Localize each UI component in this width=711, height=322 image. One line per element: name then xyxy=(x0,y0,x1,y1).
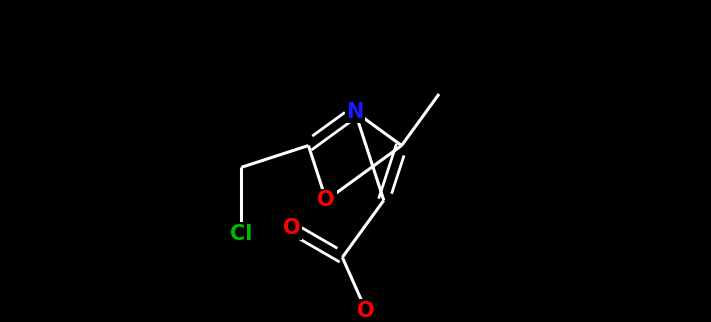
Text: Cl: Cl xyxy=(230,224,252,244)
Text: O: O xyxy=(283,218,300,238)
Text: O: O xyxy=(317,190,335,210)
Text: O: O xyxy=(358,301,375,321)
Text: N: N xyxy=(346,102,364,122)
